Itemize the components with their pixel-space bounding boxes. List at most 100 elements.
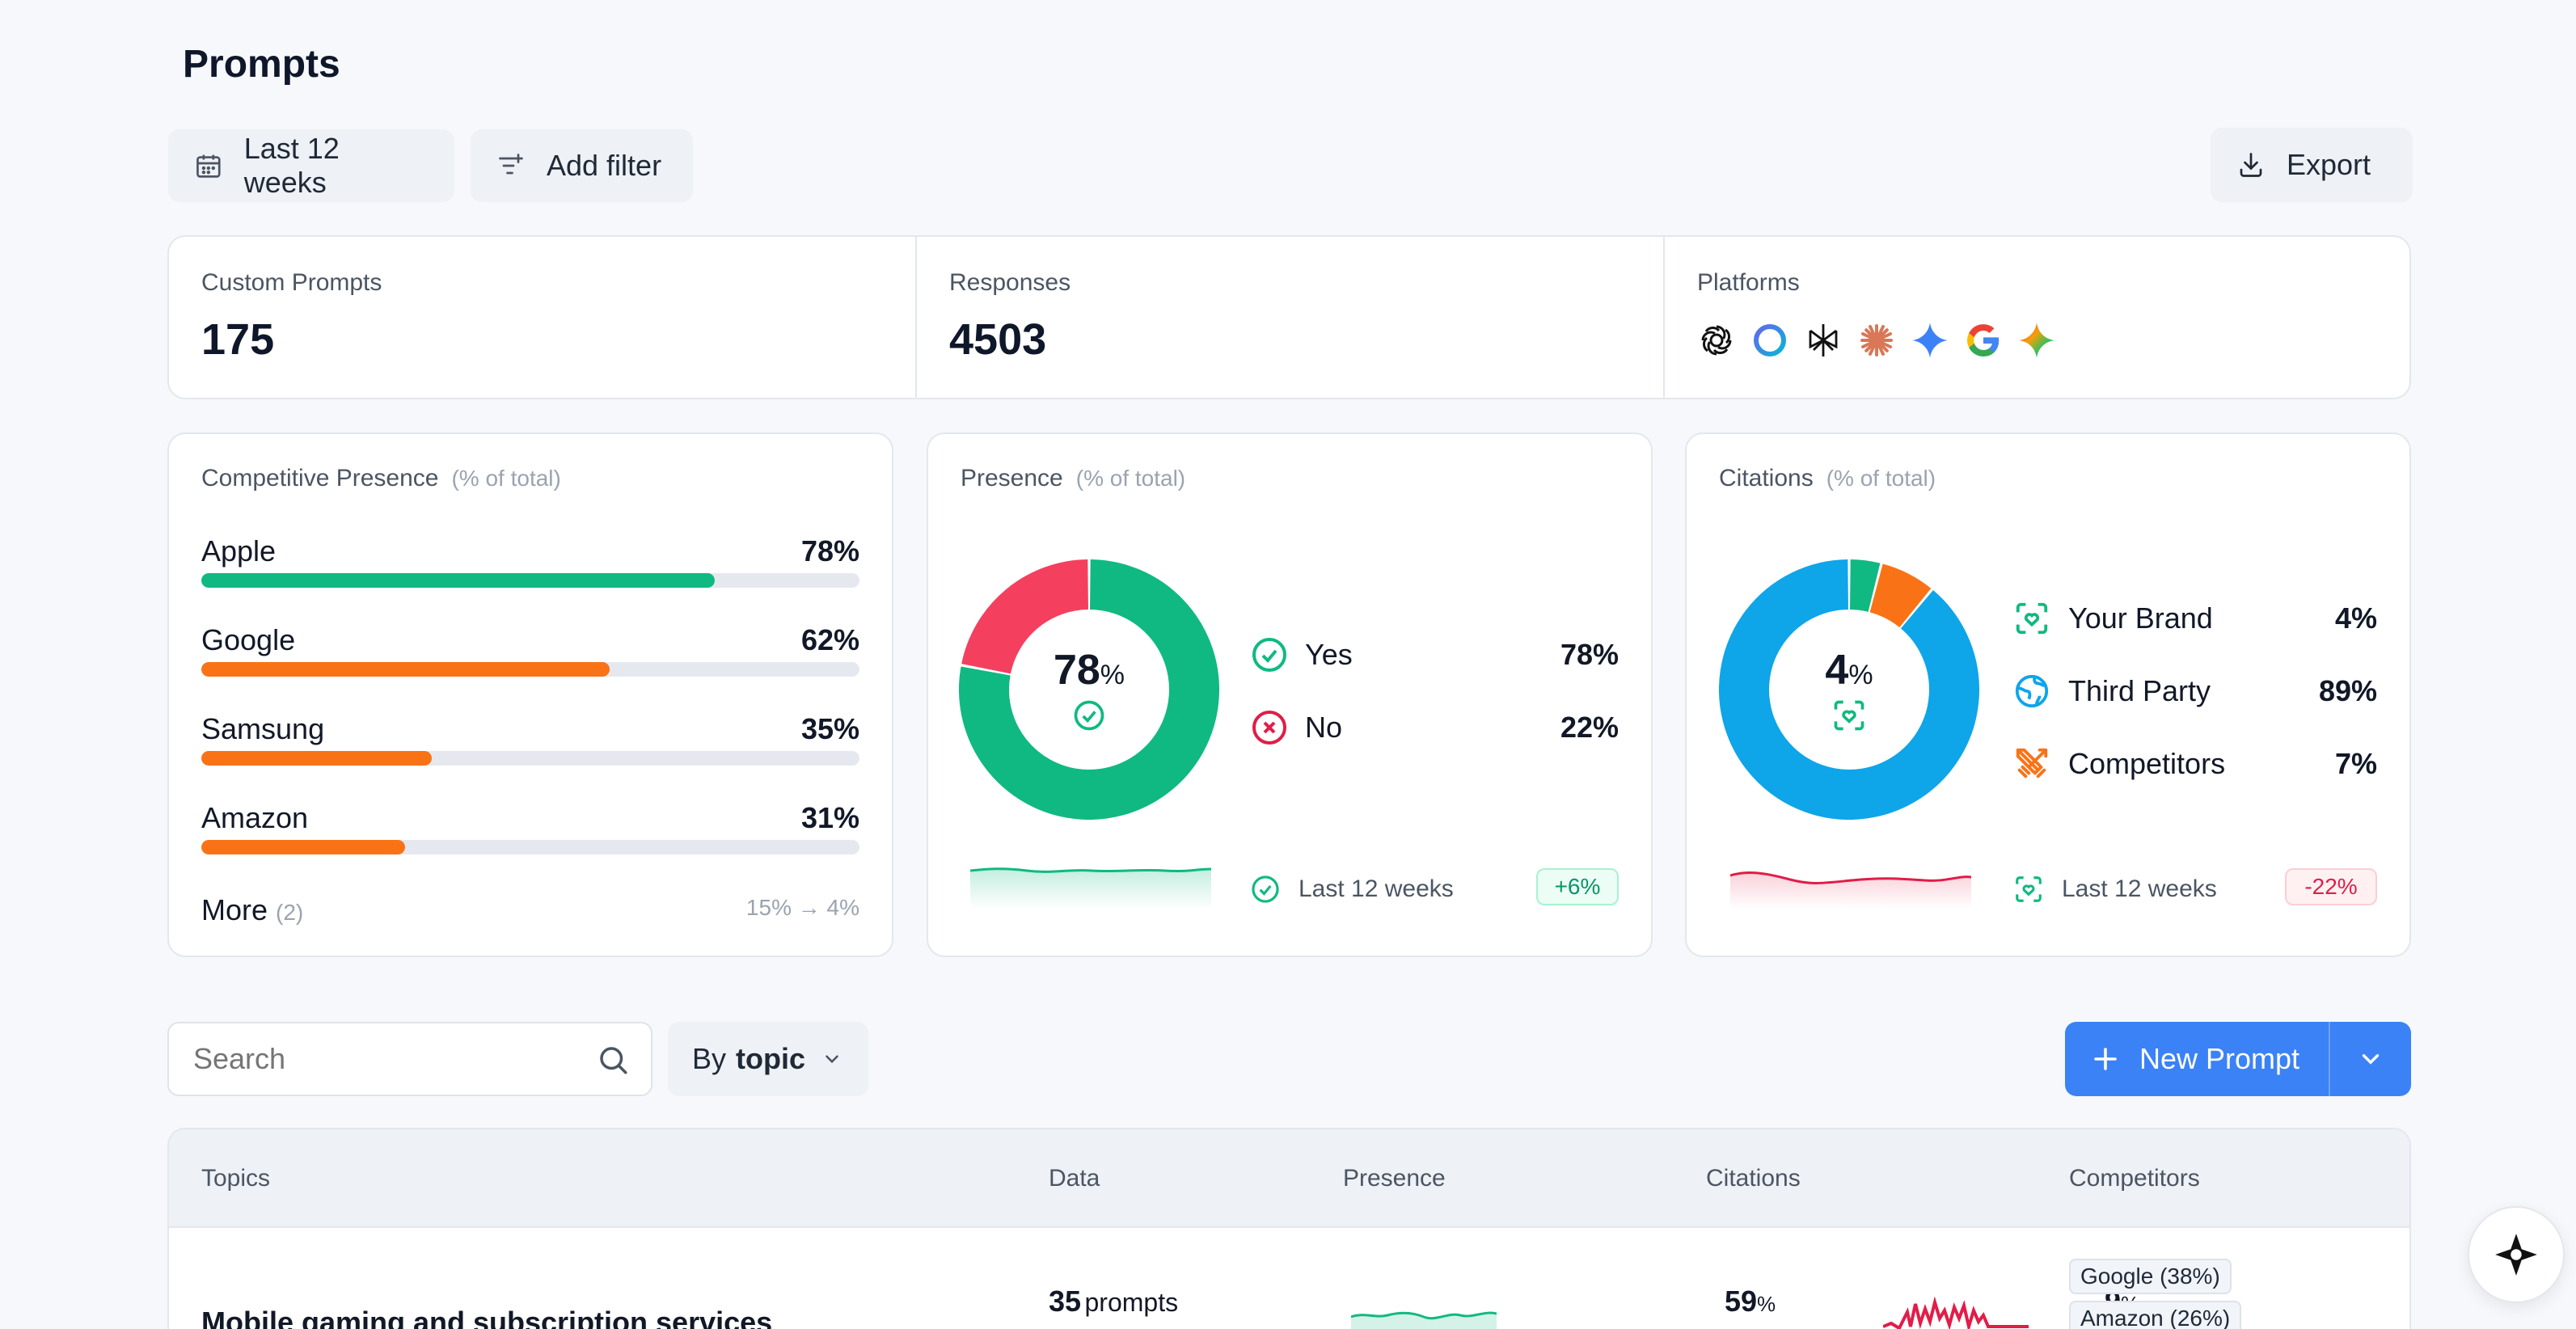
competitive-presence-card: Competitive Presence (% of total) Apple …: [167, 432, 893, 957]
competitor-bar-fill: [201, 840, 406, 854]
competitor-bar-track: [201, 662, 859, 677]
competitor-name: Samsung: [201, 712, 325, 745]
citations-delta-badge: -22%: [2285, 868, 2377, 905]
competitor-name: Google: [201, 623, 296, 656]
assistant-fab[interactable]: [2468, 1206, 2565, 1303]
citations-legend-competitors: Competitors 7%: [2013, 744, 2377, 784]
trend-label: Last 12 weeks: [2062, 875, 2217, 902]
presence-delta-badge: +6%: [1536, 868, 1619, 905]
plus-icon: [2094, 1048, 2117, 1070]
citations-legend-your-brand: Your Brand 4%: [2013, 598, 2377, 639]
legend-label: Competitors: [2068, 747, 2226, 780]
date-range-label: Last 12 weeks: [243, 132, 340, 199]
gemini-icon: [1912, 323, 1948, 358]
legend-pct: 89%: [2318, 674, 2377, 707]
presence-slice-yes: [959, 559, 1219, 820]
competitor-bar-track: [201, 751, 859, 766]
new-prompt-label: New Prompt: [2139, 1042, 2300, 1075]
citations-card: Citations (% of total) 4% Your Brand 4% …: [1685, 432, 2411, 957]
competitors-cell: Google (38%) Amazon (26%): [2069, 1259, 2279, 1329]
filter-plus-icon: [499, 154, 523, 175]
citations-trend: Last 12 weeks: [2013, 874, 2217, 905]
globe-icon: [2015, 674, 2049, 708]
topics-table: Topics Data Presence Citations Competito…: [167, 1128, 2411, 1329]
competitor-row[interactable]: Samsung 35%: [201, 712, 859, 769]
group-by-dropdown[interactable]: By topic: [668, 1022, 868, 1096]
swords-icon: [2016, 748, 2048, 778]
presence-slice-no: [961, 559, 1089, 675]
col-presence[interactable]: Presence: [1343, 1165, 1446, 1192]
new-prompt-button[interactable]: New Prompt: [2065, 1022, 2329, 1096]
citations-donut: [1719, 559, 1979, 820]
citations-legend-third-party: Third Party 89%: [2013, 671, 2377, 711]
competitor-row[interactable]: Apple 78%: [201, 534, 859, 591]
claude-icon: [1860, 324, 1893, 357]
competitor-pct: 31%: [800, 801, 859, 834]
citations-slice-competitors: [1869, 563, 1932, 628]
prompts-label: prompts: [1084, 1288, 1179, 1317]
col-citations[interactable]: Citations: [1706, 1165, 1801, 1192]
x-circle-icon: [1252, 711, 1286, 745]
responses-stat: Responses 4503: [949, 269, 1071, 365]
presence-sparkline: [970, 867, 1211, 909]
legend-pct: 78%: [1560, 638, 1619, 671]
competitor-pct: 35%: [800, 712, 859, 745]
table-header: Topics Data Presence Citations Competito…: [169, 1129, 2409, 1228]
check-circle-icon: [1252, 875, 1279, 903]
table-row[interactable]: Mobile gaming and subscription services …: [169, 1230, 2409, 1329]
brand-heart-icon: [2016, 876, 2042, 902]
presence-trend: Last 12 weeks: [1250, 874, 1454, 905]
platforms-stat: Platforms: [1697, 269, 2056, 360]
competitor-badge-pct: (38%): [2160, 1264, 2220, 1289]
add-filter-button[interactable]: Add filter: [471, 129, 693, 202]
new-prompt-split-button: New Prompt: [2065, 1022, 2411, 1096]
competitor-bar-track: [201, 573, 859, 588]
citations-sparkline: [1730, 871, 1971, 909]
more-competitors-link[interactable]: More (2): [201, 893, 303, 927]
check-circle-icon: [1252, 638, 1286, 672]
divider: [915, 237, 917, 398]
col-data[interactable]: Data: [1049, 1165, 1100, 1192]
export-button[interactable]: Export: [2211, 128, 2413, 202]
presence-legend-yes: Yes 78%: [1250, 635, 1619, 675]
calendar-icon: [196, 154, 221, 178]
download-icon: [2240, 153, 2262, 177]
platform-icons: [1697, 321, 2056, 360]
competitor-row[interactable]: Google 62%: [201, 623, 859, 680]
search-icon[interactable]: [596, 1043, 630, 1077]
chevron-down-icon: [826, 1055, 838, 1064]
new-prompt-menu-button[interactable]: [2330, 1022, 2411, 1096]
platforms-label: Platforms: [1697, 269, 1800, 296]
openai-icon: [1701, 325, 1732, 356]
competitor-pct: 78%: [800, 534, 859, 567]
custom-prompts-value: 175: [201, 315, 275, 364]
legend-pct: 7%: [2334, 747, 2377, 780]
presence-cell: 59%: [1725, 1285, 1776, 1318]
page-title: Prompts: [183, 43, 340, 86]
legend-label: No: [1305, 711, 1343, 744]
custom-prompts-label: Custom Prompts: [201, 269, 382, 296]
divider: [1663, 237, 1665, 398]
brand-heart-icon: [1834, 700, 1864, 731]
competitor-name: Amazon: [201, 801, 309, 834]
col-topics[interactable]: Topics: [201, 1165, 271, 1192]
citations-mini-sparkline: [1883, 1296, 2029, 1329]
add-filter-label: Add filter: [547, 149, 662, 182]
search-input[interactable]: [193, 1023, 573, 1095]
presence-donut: [959, 559, 1219, 820]
search-box[interactable]: [167, 1022, 652, 1096]
presence-title: Presence: [961, 465, 1063, 492]
legend-pct: 4%: [2334, 601, 2377, 635]
group-by-prefix: By: [692, 1042, 727, 1075]
citations-slice-third-party: [1719, 559, 1979, 820]
competitor-badge: Amazon (26%): [2069, 1301, 2242, 1329]
date-range-button[interactable]: Last 12 weeks: [168, 129, 454, 202]
more-label: More: [201, 893, 268, 926]
col-competitors[interactable]: Competitors: [2069, 1165, 2200, 1192]
competitor-row[interactable]: Amazon 31%: [201, 801, 859, 858]
presence-sub: (% of total): [1075, 466, 1186, 491]
citations-slice-your-brand: [1849, 559, 1881, 613]
competitor-badge-pct: (26%): [2169, 1306, 2231, 1329]
more-count: (2): [276, 900, 304, 925]
legend-label: Yes: [1305, 638, 1353, 671]
